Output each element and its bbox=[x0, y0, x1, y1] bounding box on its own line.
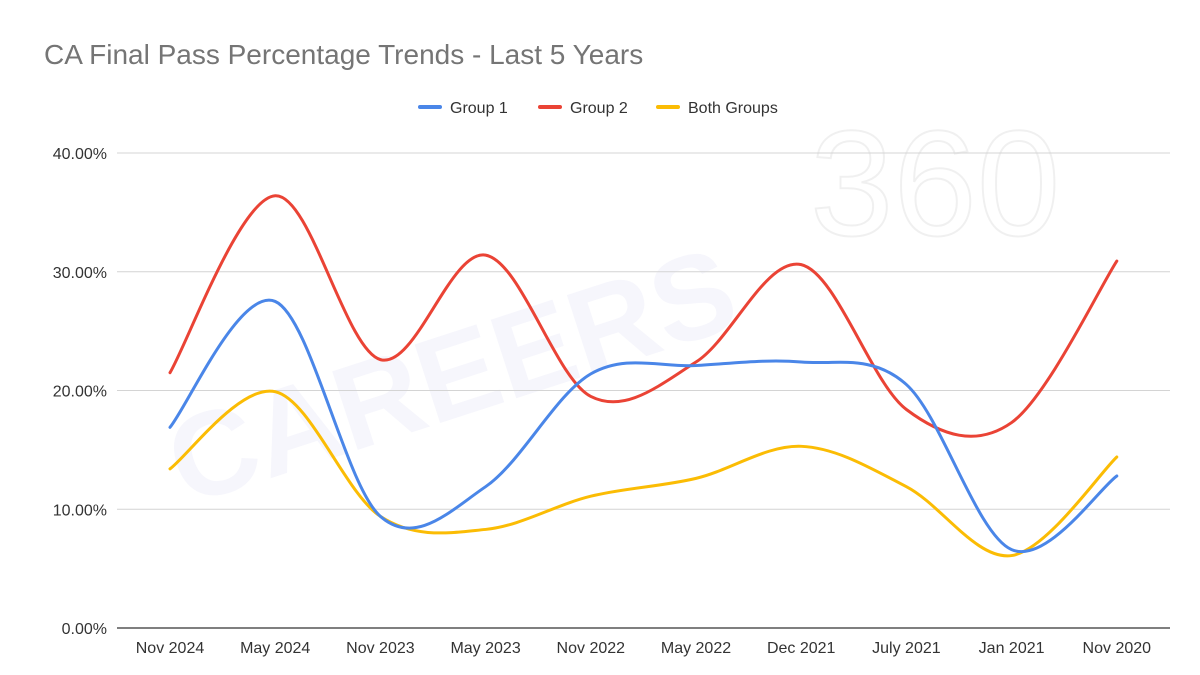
series-line-both-groups bbox=[168, 389, 1119, 558]
x-tick-label: Nov 2024 bbox=[136, 640, 205, 657]
chart-title: CA Final Pass Percentage Trends - Last 5… bbox=[44, 39, 643, 70]
gridlines bbox=[117, 152, 1170, 629]
x-tick-label: May 2023 bbox=[450, 640, 520, 657]
x-tick-label: July 2021 bbox=[872, 640, 941, 657]
x-tick-label: May 2024 bbox=[240, 640, 310, 657]
y-tick-label: 30.00% bbox=[53, 265, 107, 282]
x-tick-label: Nov 2022 bbox=[557, 640, 626, 657]
careers360-watermark-number: 360 bbox=[809, 98, 1061, 268]
legend: Group 1 Group 2 Both Groups bbox=[418, 100, 778, 117]
x-tick-label: Dec 2021 bbox=[767, 640, 836, 657]
legend-label: Group 2 bbox=[570, 100, 628, 117]
y-tick-label: 20.00% bbox=[53, 384, 107, 401]
y-axis-tick-labels: 0.00% 10.00% 20.00% 30.00% 40.00% bbox=[53, 146, 107, 638]
x-tick-label: Nov 2023 bbox=[346, 640, 415, 657]
x-axis-tick-labels: Nov 2024 May 2024 Nov 2023 May 2023 Nov 2022… bbox=[136, 640, 1151, 657]
series-line-group-1 bbox=[168, 298, 1119, 554]
legend-label: Group 1 bbox=[450, 100, 508, 117]
x-tick-label: Nov 2020 bbox=[1083, 640, 1152, 657]
svg-text:360: 360 bbox=[810, 99, 1060, 267]
x-tick-label: Jan 2021 bbox=[979, 640, 1045, 657]
series-lines bbox=[168, 194, 1119, 558]
series-line-group-2 bbox=[168, 194, 1119, 438]
y-tick-label: 0.00% bbox=[62, 621, 107, 638]
x-tick-label: May 2022 bbox=[661, 640, 731, 657]
y-tick-label: 40.00% bbox=[53, 146, 107, 163]
y-tick-label: 10.00% bbox=[53, 502, 107, 519]
legend-label: Both Groups bbox=[688, 100, 778, 117]
